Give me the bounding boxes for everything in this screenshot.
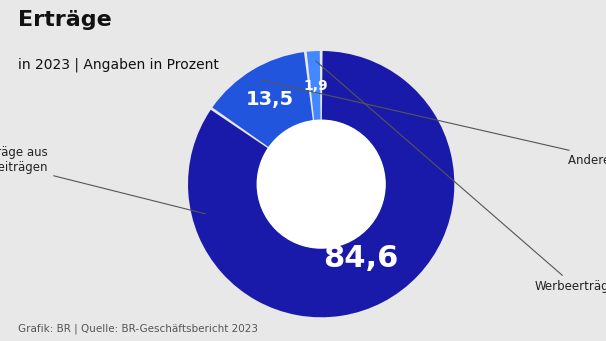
Text: Erträge: Erträge	[18, 10, 112, 30]
Text: Grafik: BR | Quelle: BR-Geschäftsbericht 2023: Grafik: BR | Quelle: BR-Geschäftsbericht…	[18, 324, 258, 334]
Text: in 2023 | Angaben in Prozent: in 2023 | Angaben in Prozent	[18, 58, 219, 73]
Wedge shape	[212, 52, 313, 147]
Wedge shape	[307, 51, 321, 121]
Circle shape	[258, 120, 385, 248]
Text: 1,9: 1,9	[303, 79, 328, 93]
Text: Werbeerträge: Werbeerträge	[316, 61, 606, 293]
Text: 13,5: 13,5	[246, 90, 295, 109]
Text: Andere Erträge: Andere Erträge	[261, 80, 606, 167]
Text: 84,6: 84,6	[322, 243, 398, 272]
Wedge shape	[188, 51, 454, 317]
Text: Erträge aus
Rundfunkbeiträgen: Erträge aus Rundfunkbeiträgen	[0, 146, 205, 214]
